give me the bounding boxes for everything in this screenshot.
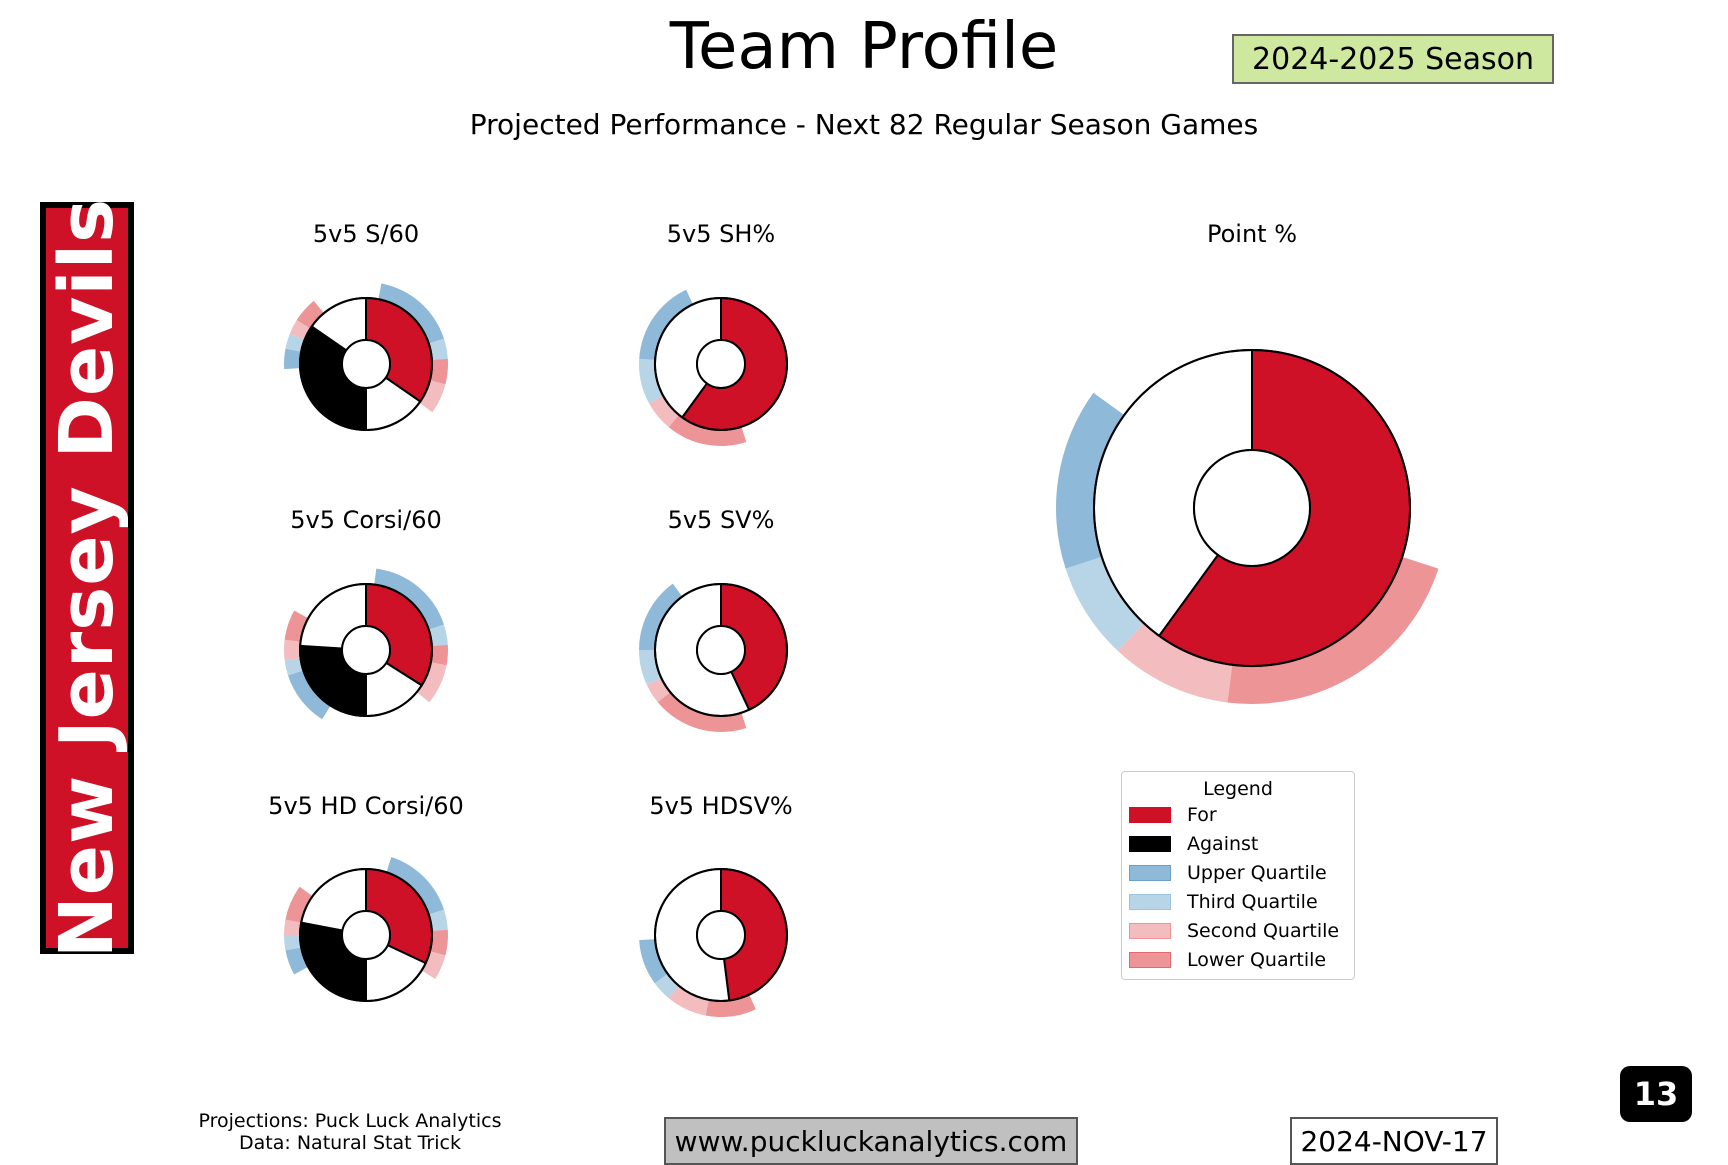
quartile-arc-third xyxy=(638,358,664,404)
page-title: Team Profile xyxy=(669,10,1059,84)
quartile-arc-upper xyxy=(639,289,693,360)
quartile-arc-upper xyxy=(1056,392,1125,569)
page-subtitle: Projected Performance - Next 82 Regular … xyxy=(469,108,1259,141)
legend-label-lower-quartile: Lower Quartile xyxy=(1187,948,1327,971)
quartile-arc-upper xyxy=(639,939,668,984)
chart-5v5-corsi-60: 5v5 Corsi/60 xyxy=(284,506,448,720)
quartile-arc-third xyxy=(428,624,448,646)
quartile-arc-second xyxy=(284,639,301,661)
quartile-arc-lower xyxy=(296,300,324,329)
quartile-arc-third xyxy=(639,650,662,685)
quartile-arc-lower xyxy=(284,610,309,642)
donut-outer-outline xyxy=(299,583,433,717)
legend-label-against: Against xyxy=(1187,832,1259,855)
chart-title: 5v5 SV% xyxy=(668,506,775,534)
donut-inner-outline xyxy=(696,625,746,675)
donut-inner-outline xyxy=(341,625,391,675)
legend-item-third-quartile: Third Quartile xyxy=(1122,887,1354,916)
legend-item-for: For xyxy=(1122,800,1354,829)
chart-5v5-hd-corsi-60: 5v5 HD Corsi/60 xyxy=(268,792,464,1002)
chart-5v5-sh: 5v5 SH% xyxy=(638,220,788,446)
chart-point: Point % xyxy=(1056,220,1439,704)
legend-item-upper-quartile: Upper Quartile xyxy=(1122,858,1354,887)
legend-swatch-upper-quartile xyxy=(1129,864,1171,881)
chart-title: 5v5 HDSV% xyxy=(649,792,792,820)
chart-title: 5v5 HD Corsi/60 xyxy=(268,792,464,820)
legend-swatch-for xyxy=(1129,806,1171,823)
page-number-badge: 13 xyxy=(1620,1066,1692,1122)
legend-swatch-lower-quartile xyxy=(1129,951,1171,968)
quartile-arc-second xyxy=(416,662,447,703)
quartile-arc-third xyxy=(428,338,448,360)
quartile-arc-second xyxy=(649,395,679,428)
chart-title: Point % xyxy=(1207,220,1297,248)
legend-label-for: For xyxy=(1187,803,1217,826)
chart-title: 5v5 S/60 xyxy=(313,220,419,248)
quartile-arc-second xyxy=(289,320,311,340)
legend-label-third-quartile: Third Quartile xyxy=(1187,890,1318,913)
quartile-arc-second xyxy=(668,985,709,1016)
chart-title: 5v5 Corsi/60 xyxy=(290,506,441,534)
quartile-arc-third xyxy=(284,935,302,951)
credits: Projections: Puck Luck Analytics Data: N… xyxy=(150,1110,550,1154)
legend-swatch-second-quartile xyxy=(1129,922,1171,939)
quartile-arc-third xyxy=(654,973,679,999)
quartile-arc-third xyxy=(1065,556,1144,651)
quartile-arc-lower xyxy=(668,414,747,446)
donut-outer-outline xyxy=(1093,349,1411,667)
donut-inner-outline xyxy=(341,910,391,960)
legend-item-against: Against xyxy=(1122,829,1354,858)
legend-label-upper-quartile: Upper Quartile xyxy=(1187,861,1327,884)
legend-swatch-third-quartile xyxy=(1129,893,1171,910)
donut-outer-outline xyxy=(299,297,433,431)
quartile-arc-second xyxy=(421,951,446,979)
donut-inner-outline xyxy=(696,339,746,389)
quartile-arc-lower xyxy=(705,994,756,1017)
chart-5v5-sv: 5v5 SV% xyxy=(639,506,788,732)
chart-5v5-s-60: 5v5 S/60 xyxy=(283,220,449,431)
quartile-arc-third xyxy=(285,333,305,352)
quartile-arc-lower xyxy=(430,644,448,666)
donut-inner-outline xyxy=(696,910,746,960)
quartile-arc-lower xyxy=(429,929,449,956)
chart-title: 5v5 SH% xyxy=(667,220,775,248)
donut-outer-outline xyxy=(654,297,788,431)
quartile-arc-upper xyxy=(283,348,302,370)
legend-title: Legend xyxy=(1203,778,1273,800)
legend-label-second-quartile: Second Quartile xyxy=(1187,919,1340,942)
donut-inner-outline xyxy=(1193,449,1311,567)
quartile-arc-upper xyxy=(639,583,683,650)
quartile-arc-lower xyxy=(285,886,313,923)
quartile-arc-second xyxy=(284,919,302,935)
donut-inner-outline xyxy=(341,339,391,389)
chart-5v5-hdsv: 5v5 HDSV% xyxy=(639,792,793,1017)
quartile-arc-upper xyxy=(288,670,331,720)
team-banner: New Jersey Devils xyxy=(40,198,134,958)
legend-item-second-quartile: Second Quartile xyxy=(1122,916,1354,945)
legend: Legend For Against Upper Quartile Third … xyxy=(1121,771,1355,980)
quartile-arc-upper xyxy=(386,857,444,915)
credits-data-source: Data: Natural Stat Trick xyxy=(239,1132,461,1154)
season-badge: 2024-2025 Season xyxy=(1232,34,1554,84)
donut-outer-outline xyxy=(654,583,788,717)
quartile-arc-third xyxy=(284,658,304,676)
donut-outer-outline xyxy=(654,868,788,1002)
donut-outer-outline xyxy=(299,868,433,1002)
quartile-arc-upper xyxy=(378,283,444,344)
report-date: 2024-NOV-17 xyxy=(1290,1117,1498,1165)
legend-item-lower-quartile: Lower Quartile xyxy=(1122,945,1354,974)
quartile-arc-second xyxy=(419,380,446,413)
quartile-arc-second xyxy=(1117,623,1233,703)
credits-projections: Projections: Puck Luck Analytics xyxy=(198,1110,502,1132)
quartile-arc-lower xyxy=(429,358,449,385)
website-link[interactable]: www.puckluckanalytics.com xyxy=(664,1117,1078,1165)
legend-swatch-against xyxy=(1129,835,1171,852)
quartile-arc-third xyxy=(428,909,448,931)
